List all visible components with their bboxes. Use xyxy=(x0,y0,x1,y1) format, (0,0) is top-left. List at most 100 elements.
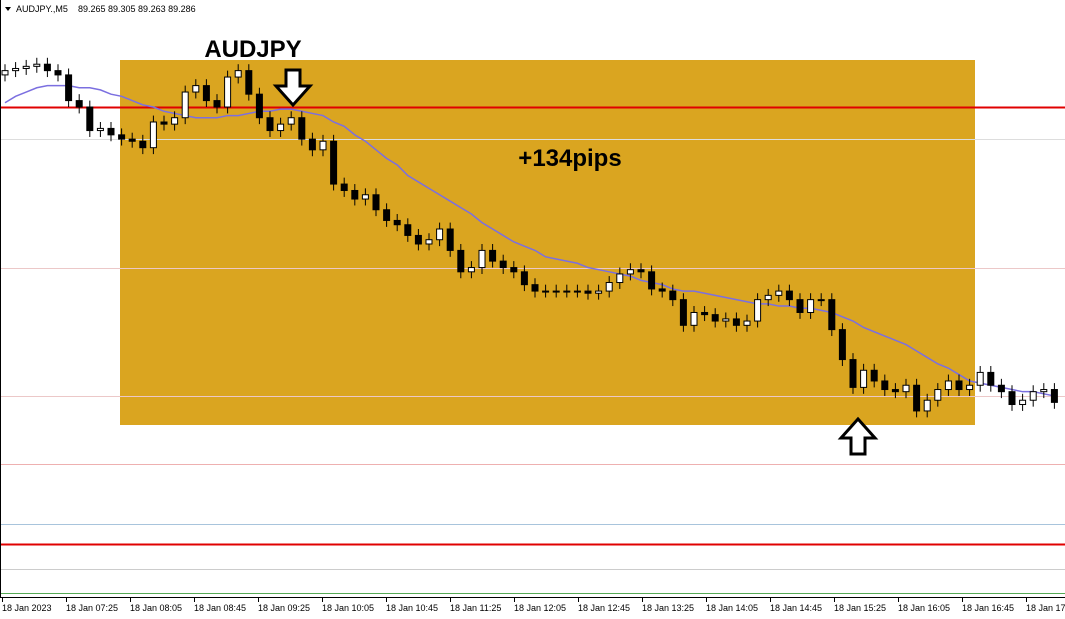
highlight-box xyxy=(120,60,975,425)
candle-body xyxy=(181,91,189,119)
candle-body xyxy=(96,127,104,132)
candle-body xyxy=(616,273,624,284)
candle-body xyxy=(626,269,634,275)
x-tick-label: 18 Jan 2023 xyxy=(2,603,52,613)
candle-body xyxy=(891,389,899,393)
candle-body xyxy=(330,140,338,185)
candle-body xyxy=(65,74,73,102)
candle-body xyxy=(192,85,200,93)
candle-body xyxy=(12,67,20,72)
candle-body xyxy=(669,290,677,301)
candle-body xyxy=(266,117,274,132)
candle-body xyxy=(764,294,772,301)
candle-body xyxy=(319,140,327,151)
candle-body xyxy=(690,311,698,326)
candle-body xyxy=(308,138,316,151)
candle-body xyxy=(637,269,645,273)
candle-body xyxy=(849,359,857,388)
candle-body xyxy=(255,93,263,119)
x-tick-label: 18 Jan 10:05 xyxy=(322,603,374,613)
candle-body xyxy=(870,369,878,382)
candle-body xyxy=(775,290,783,296)
candle-body xyxy=(393,219,401,226)
candle-body xyxy=(107,127,115,136)
candle-body xyxy=(139,140,147,149)
x-tick-label: 18 Jan 12:45 xyxy=(578,603,630,613)
candle-body xyxy=(711,314,719,322)
candle-body xyxy=(966,384,974,391)
candle-body xyxy=(1,70,9,76)
candle-body xyxy=(817,299,825,302)
candle-body xyxy=(828,299,836,331)
candle-body xyxy=(425,239,433,245)
candle-body xyxy=(149,121,157,149)
candle-body xyxy=(584,290,592,294)
candle-body xyxy=(489,249,497,262)
menu-icon xyxy=(5,7,11,11)
candle-body xyxy=(1050,389,1058,403)
candle-body xyxy=(361,194,369,200)
chart-title: AUDJPY xyxy=(204,36,301,63)
x-tick-label: 18 Jan 12:05 xyxy=(514,603,566,613)
candle-body xyxy=(202,85,210,102)
candle-body xyxy=(860,369,868,388)
candle-body xyxy=(287,117,295,125)
candle-body xyxy=(881,380,889,391)
candle-body xyxy=(22,65,30,69)
sell-arrow xyxy=(272,68,314,108)
candle-body xyxy=(1029,391,1037,401)
candle-body xyxy=(997,384,1005,393)
buy-arrow xyxy=(837,416,879,456)
candle-body xyxy=(1019,399,1027,406)
candle-body xyxy=(531,284,539,292)
candle-body xyxy=(987,371,995,386)
x-tick-label: 18 Jan 15:25 xyxy=(834,603,886,613)
candle-body xyxy=(1008,391,1016,406)
candle-body xyxy=(785,290,793,301)
x-tick-label: 18 Jan 11:25 xyxy=(450,603,501,613)
candle-body xyxy=(976,371,984,386)
candle-body xyxy=(595,290,603,294)
candle-body xyxy=(213,100,221,108)
annotation: +134pips xyxy=(518,145,621,172)
candle-body xyxy=(245,70,253,95)
candle-body xyxy=(457,249,465,273)
candle-body xyxy=(722,318,730,322)
candle-body xyxy=(467,267,475,273)
x-tick-label: 18 Jan 16:45 xyxy=(962,603,1014,613)
candle-body xyxy=(234,70,242,78)
candle-body xyxy=(43,63,51,72)
x-tick-label: 18 Jan 08:05 xyxy=(130,603,182,613)
candle-body xyxy=(372,194,380,211)
candle-body xyxy=(404,224,412,236)
x-tick-label: 18 Jan 07:25 xyxy=(66,603,118,613)
candle-body xyxy=(796,299,804,313)
candle-body xyxy=(542,290,550,293)
candle-body xyxy=(658,288,666,292)
candle-body xyxy=(298,117,306,140)
candle-body xyxy=(732,318,740,326)
candle-body xyxy=(54,70,62,76)
candle-body xyxy=(351,189,359,200)
candle-body xyxy=(414,234,422,245)
candle-body xyxy=(128,138,136,142)
x-tick-label: 18 Jan 10:45 xyxy=(386,603,438,613)
x-tick-label: 18 Jan 14:45 xyxy=(770,603,822,613)
candle-body xyxy=(478,249,486,269)
candle-body xyxy=(838,329,846,361)
candle-body xyxy=(33,63,41,67)
x-tick-label: 18 Jan 17:25 xyxy=(1026,603,1065,613)
quote: 89.265 89.305 89.263 89.286 xyxy=(78,4,196,14)
candle-body xyxy=(118,134,126,140)
candle-body xyxy=(75,100,83,108)
candle-body xyxy=(923,399,931,412)
candle-body xyxy=(679,299,687,326)
candle-body xyxy=(743,320,751,326)
x-tick-label: 18 Jan 14:05 xyxy=(706,603,758,613)
candle-body xyxy=(520,271,528,286)
candle-body xyxy=(701,311,709,316)
candle-body xyxy=(510,267,518,273)
candle-body xyxy=(171,117,179,125)
candle-body xyxy=(754,299,762,322)
